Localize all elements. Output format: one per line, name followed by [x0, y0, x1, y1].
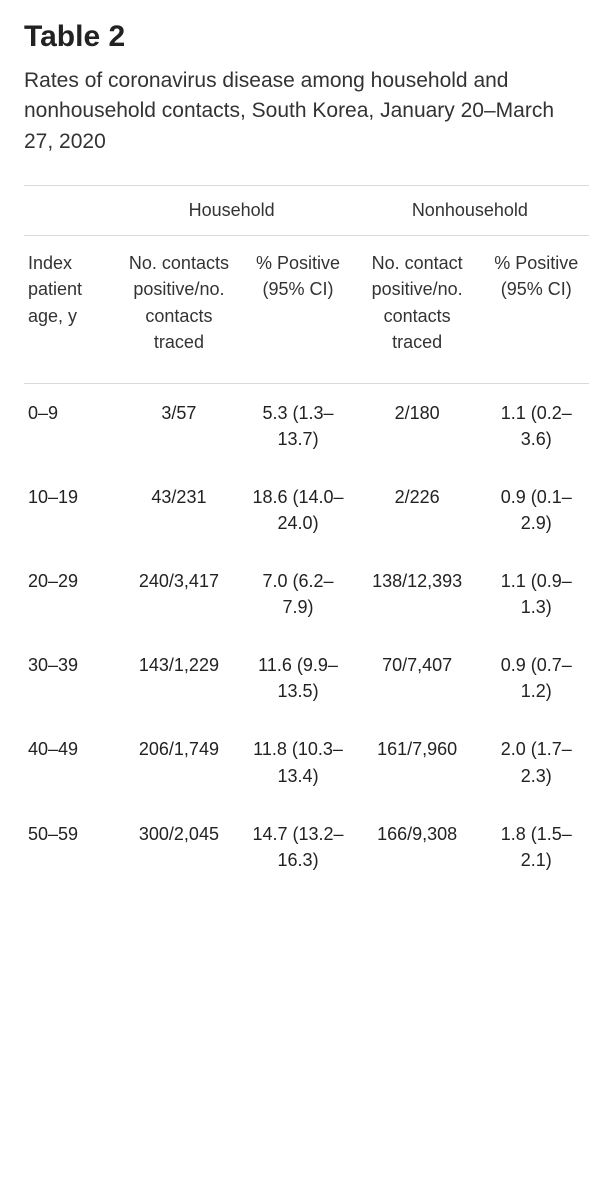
cell-age: 10–19 — [24, 468, 113, 552]
cell-nh-pct: 1.1 (0.9–1.3) — [484, 552, 589, 636]
cell-age: 0–9 — [24, 383, 113, 468]
table-row: 30–39143/1,22911.6 (9.9–13.5)70/7,4070.9… — [24, 636, 589, 720]
cell-nh-counts: 138/12,393 — [351, 552, 484, 636]
col-header-hh-pct: % Positive (95% CI) — [245, 236, 350, 383]
col-header-empty — [24, 186, 113, 236]
table-header-groups: Household Nonhousehold — [24, 186, 589, 236]
table-row: 20–29240/3,4177.0 (6.2–7.9)138/12,3931.1… — [24, 552, 589, 636]
cell-hh-counts: 43/231 — [113, 468, 246, 552]
cell-age: 20–29 — [24, 552, 113, 636]
cell-hh-pct: 5.3 (1.3–13.7) — [245, 383, 350, 468]
cell-age: 30–39 — [24, 636, 113, 720]
col-group-household: Household — [113, 186, 351, 236]
cell-nh-pct: 2.0 (1.7–2.3) — [484, 720, 589, 804]
cell-nh-pct: 0.9 (0.7–1.2) — [484, 636, 589, 720]
cell-hh-counts: 143/1,229 — [113, 636, 246, 720]
cell-hh-pct: 18.6 (14.0–24.0) — [245, 468, 350, 552]
cell-hh-counts: 300/2,045 — [113, 805, 246, 889]
col-header-hh-counts: No. contacts positive/no. contacts trace… — [113, 236, 246, 383]
cell-nh-counts: 2/180 — [351, 383, 484, 468]
col-header-nh-pct: % Positive (95% CI) — [484, 236, 589, 383]
table-body: 0–93/575.3 (1.3–13.7)2/1801.1 (0.2–3.6)1… — [24, 383, 589, 889]
cell-nh-counts: 166/9,308 — [351, 805, 484, 889]
col-header-age: Index patient age, y — [24, 236, 113, 383]
cell-hh-pct: 14.7 (13.2–16.3) — [245, 805, 350, 889]
cell-nh-pct: 0.9 (0.1–2.9) — [484, 468, 589, 552]
table-container: Table 2 Rates of coronavirus disease amo… — [0, 0, 613, 913]
cell-hh-pct: 11.8 (10.3–13.4) — [245, 720, 350, 804]
cell-hh-pct: 7.0 (6.2–7.9) — [245, 552, 350, 636]
table-row: 50–59300/2,04514.7 (13.2–16.3)166/9,3081… — [24, 805, 589, 889]
table-row: 0–93/575.3 (1.3–13.7)2/1801.1 (0.2–3.6) — [24, 383, 589, 468]
cell-hh-counts: 206/1,749 — [113, 720, 246, 804]
table-caption: Rates of coronavirus disease among house… — [24, 66, 589, 157]
cell-nh-counts: 70/7,407 — [351, 636, 484, 720]
table-header-columns: Index patient age, y No. contacts positi… — [24, 236, 589, 383]
col-group-nonhousehold: Nonhousehold — [351, 186, 589, 236]
cell-hh-counts: 240/3,417 — [113, 552, 246, 636]
cell-nh-pct: 1.8 (1.5–2.1) — [484, 805, 589, 889]
cell-nh-counts: 161/7,960 — [351, 720, 484, 804]
table-row: 40–49206/1,74911.8 (10.3–13.4)161/7,9602… — [24, 720, 589, 804]
cell-age: 50–59 — [24, 805, 113, 889]
data-table: Household Nonhousehold Index patient age… — [24, 185, 589, 889]
cell-nh-pct: 1.1 (0.2–3.6) — [484, 383, 589, 468]
cell-nh-counts: 2/226 — [351, 468, 484, 552]
cell-hh-counts: 3/57 — [113, 383, 246, 468]
table-row: 10–1943/23118.6 (14.0–24.0)2/2260.9 (0.1… — [24, 468, 589, 552]
cell-hh-pct: 11.6 (9.9–13.5) — [245, 636, 350, 720]
cell-age: 40–49 — [24, 720, 113, 804]
col-header-nh-counts: No. contact positive/no. contacts traced — [351, 236, 484, 383]
table-title: Table 2 — [24, 20, 589, 54]
